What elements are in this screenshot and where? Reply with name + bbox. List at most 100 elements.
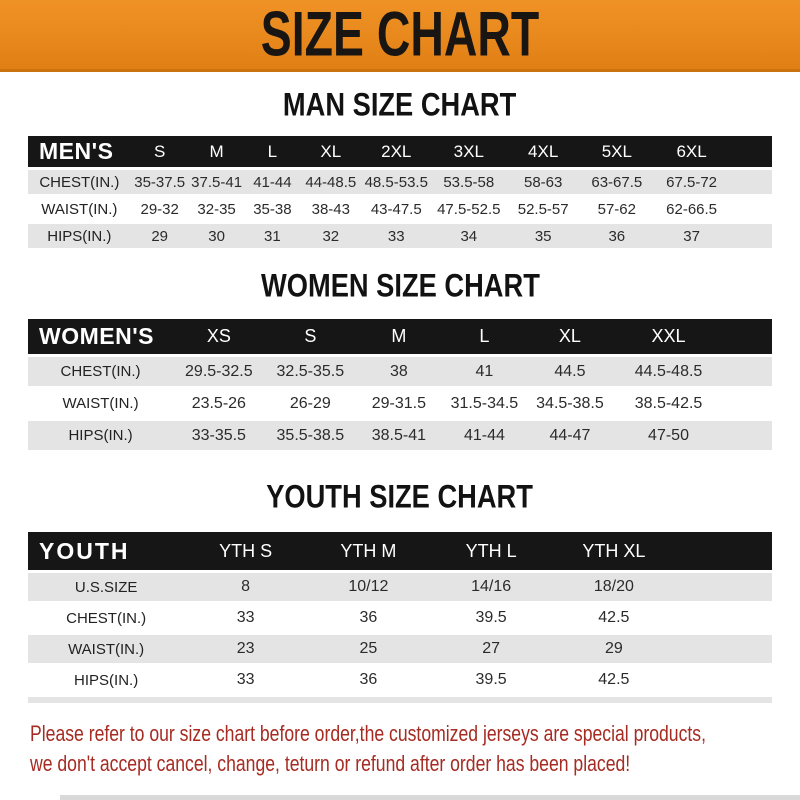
spacer-cell [724,421,772,450]
size-value: 32-35 [188,197,245,221]
women-section-title: WOMEN SIZE CHART [0,267,800,304]
row-label: U.S.SIZE [28,573,185,601]
size-value: 29-31.5 [356,389,442,418]
size-value: 10/12 [306,573,430,601]
size-value: 52.5-57 [506,197,580,221]
size-value: 35.5-38.5 [264,421,357,450]
size-value: 63-67.5 [580,170,654,194]
men-chest-row: CHEST(IN.) 35-37.5 37.5-41 41-44 44-48.5… [28,170,772,194]
youth-waist-row: WAIST(IN.) 23 25 27 29 [28,635,772,663]
women-header-row: WOMEN'S XS S M L XL XXL [28,319,772,354]
youth-section-title-text: YOUTH SIZE CHART [266,477,534,516]
column-header: 4XL [506,136,580,167]
size-value: 42.5 [552,604,676,632]
size-value: 34 [431,224,507,248]
size-value: 58-63 [506,170,580,194]
column-header: L [244,136,301,167]
size-value: 33 [184,604,307,632]
youth-size-table: YOUTH YTH S YTH M YTH L YTH XL U.S.SIZE … [28,529,772,697]
size-value: 44-48.5 [300,170,362,194]
women-size-table: WOMEN'S XS S M L XL XXL CHEST(IN.) 29.5-… [28,316,772,453]
column-header: S [130,136,189,167]
size-value: 26-29 [264,389,357,418]
youth-hips-row: HIPS(IN.) 33 36 39.5 42.5 [28,666,772,694]
row-label: WAIST(IN.) [28,197,131,221]
size-value: 14/16 [429,573,553,601]
men-header-row: MEN'S S M L XL 2XL 3XL 4XL 5XL 6XL [28,136,772,167]
size-value: 35-37.5 [130,170,189,194]
size-value: 38.5-42.5 [612,389,725,418]
column-header: XXL [612,319,725,354]
youth-table-bottom-strip [28,697,772,703]
men-hips-row: HIPS(IN.) 29 30 31 32 33 34 35 36 37 [28,224,772,248]
women-chest-row: CHEST(IN.) 29.5-32.5 32.5-35.5 38 41 44.… [28,357,772,386]
size-value: 47.5-52.5 [431,197,507,221]
size-value: 38-43 [300,197,362,221]
size-value: 36 [306,666,430,694]
row-label: HIPS(IN.) [28,421,174,450]
spacer-cell [675,573,772,601]
men-waist-row: WAIST(IN.) 29-32 32-35 35-38 38-43 43-47… [28,197,772,221]
size-value: 36 [306,604,430,632]
size-value: 53.5-58 [431,170,507,194]
column-header: M [356,319,442,354]
women-waist-row: WAIST(IN.) 23.5-26 26-29 29-31.5 31.5-34… [28,389,772,418]
size-value: 33 [184,666,307,694]
size-value: 35 [506,224,580,248]
disclaimer-line-2: we don't accept cancel, change, teturn o… [30,751,631,776]
spacer-cell [729,224,772,248]
size-value: 42.5 [552,666,676,694]
spacer-cell [675,604,772,632]
youth-header-label: YOUTH [28,532,185,570]
banner-title: SIZE CHART [260,0,540,70]
size-value: 33-35.5 [173,421,265,450]
size-value: 47-50 [612,421,725,450]
column-header: 6XL [653,136,730,167]
size-value: 23.5-26 [173,389,265,418]
size-value: 37 [653,224,730,248]
spacer-cell [724,357,772,386]
size-value: 44.5-48.5 [612,357,725,386]
spacer-cell [675,635,772,663]
size-value: 67.5-72 [653,170,730,194]
women-hips-row: HIPS(IN.) 33-35.5 35.5-38.5 38.5-41 41-4… [28,421,772,450]
size-value: 29.5-32.5 [173,357,265,386]
size-value: 41-44 [441,421,528,450]
column-header: M [188,136,245,167]
size-value: 32 [300,224,362,248]
size-value: 31 [244,224,301,248]
disclaimer-line-1: Please refer to our size chart before or… [30,721,706,746]
spacer-cell [675,666,772,694]
spacer-cell [675,532,772,570]
size-chart-banner: SIZE CHART [0,0,800,72]
size-value: 29 [130,224,189,248]
spacer-cell [729,170,772,194]
size-value: 62-66.5 [653,197,730,221]
size-value: 39.5 [429,666,553,694]
disclaimer-text: Please refer to our size chart before or… [30,719,800,779]
column-header: YTH S [184,532,307,570]
youth-section-title: YOUTH SIZE CHART [0,477,800,516]
column-header: S [264,319,357,354]
men-header-label: MEN'S [28,136,131,167]
size-value: 18/20 [552,573,676,601]
column-header: YTH XL [552,532,676,570]
size-value: 57-62 [580,197,654,221]
column-header: L [441,319,528,354]
row-label: CHEST(IN.) [28,604,185,632]
row-label: WAIST(IN.) [28,635,185,663]
spacer-cell [729,136,772,167]
size-value: 27 [429,635,553,663]
column-header: 2XL [361,136,432,167]
column-header: YTH M [306,532,430,570]
size-value: 34.5-38.5 [527,389,613,418]
size-value: 39.5 [429,604,553,632]
size-value: 44.5 [527,357,613,386]
column-header: XL [300,136,362,167]
size-value: 32.5-35.5 [264,357,357,386]
size-value: 41-44 [244,170,301,194]
size-value: 38 [356,357,442,386]
size-value: 29-32 [130,197,189,221]
column-header: 3XL [431,136,507,167]
spacer-cell [724,389,772,418]
